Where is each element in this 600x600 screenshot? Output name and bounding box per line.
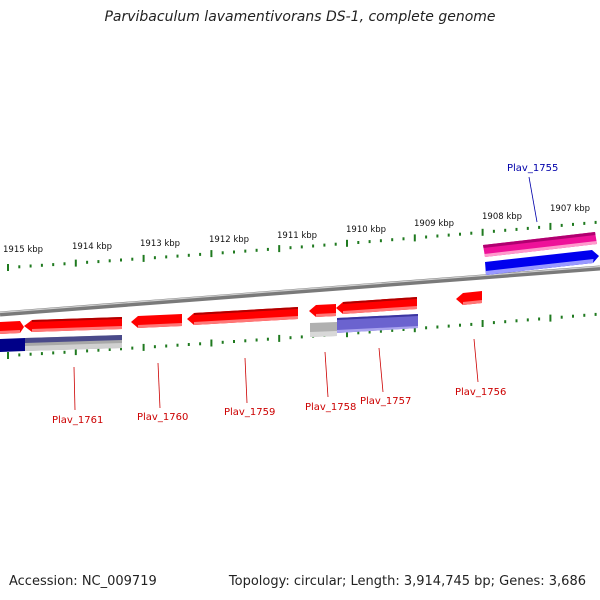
- scale-ticks-upper: [7, 220, 597, 271]
- gene-label-plav-1760[interactable]: Plav_1760: [137, 412, 188, 423]
- accession-text: Accession: NC_009719: [9, 574, 157, 589]
- forward-strand-features: [483, 232, 599, 275]
- scale-label: 1911 kbp: [277, 231, 317, 241]
- label-leaders: [73, 176, 538, 411]
- scale-label: 1910 kbp: [346, 225, 386, 235]
- gene-label-plav-1757[interactable]: Plav_1757: [360, 396, 411, 407]
- scale-label: 1907 kbp: [550, 204, 590, 214]
- reverse-strand-features: [0, 291, 482, 352]
- topology-summary: Topology: circular; Length: 3,914,745 bp…: [228, 574, 586, 589]
- feature-plav-1755-pink[interactable]: [483, 232, 597, 257]
- gene-label-plav-1761[interactable]: Plav_1761: [52, 415, 103, 426]
- scale-label: 1913 kbp: [140, 239, 180, 249]
- gene-label-plav-1759[interactable]: Plav_1759: [224, 407, 275, 418]
- scale-labels: 1915 kbp 1914 kbp 1913 kbp 1912 kbp 1911…: [3, 204, 590, 255]
- scale-label: 1914 kbp: [72, 242, 112, 252]
- genome-backbone: [0, 265, 600, 317]
- gene-label-plav-1756[interactable]: Plav_1756: [455, 387, 506, 398]
- gene-labels: Plav_1761 Plav_1760 Plav_1759 Plav_1758 …: [52, 163, 558, 426]
- scale-label: 1908 kbp: [482, 212, 522, 222]
- gene-label-plav-1755[interactable]: Plav_1755: [507, 163, 558, 174]
- scale-label: 1909 kbp: [414, 219, 454, 229]
- scale-label: 1912 kbp: [209, 235, 249, 245]
- map-title: Parvibaculum lavamentivorans DS-1, compl…: [104, 9, 496, 25]
- gene-label-plav-1758[interactable]: Plav_1758: [305, 402, 356, 413]
- feature-navy-block[interactable]: [0, 338, 25, 352]
- scale-label: 1915 kbp: [3, 245, 43, 255]
